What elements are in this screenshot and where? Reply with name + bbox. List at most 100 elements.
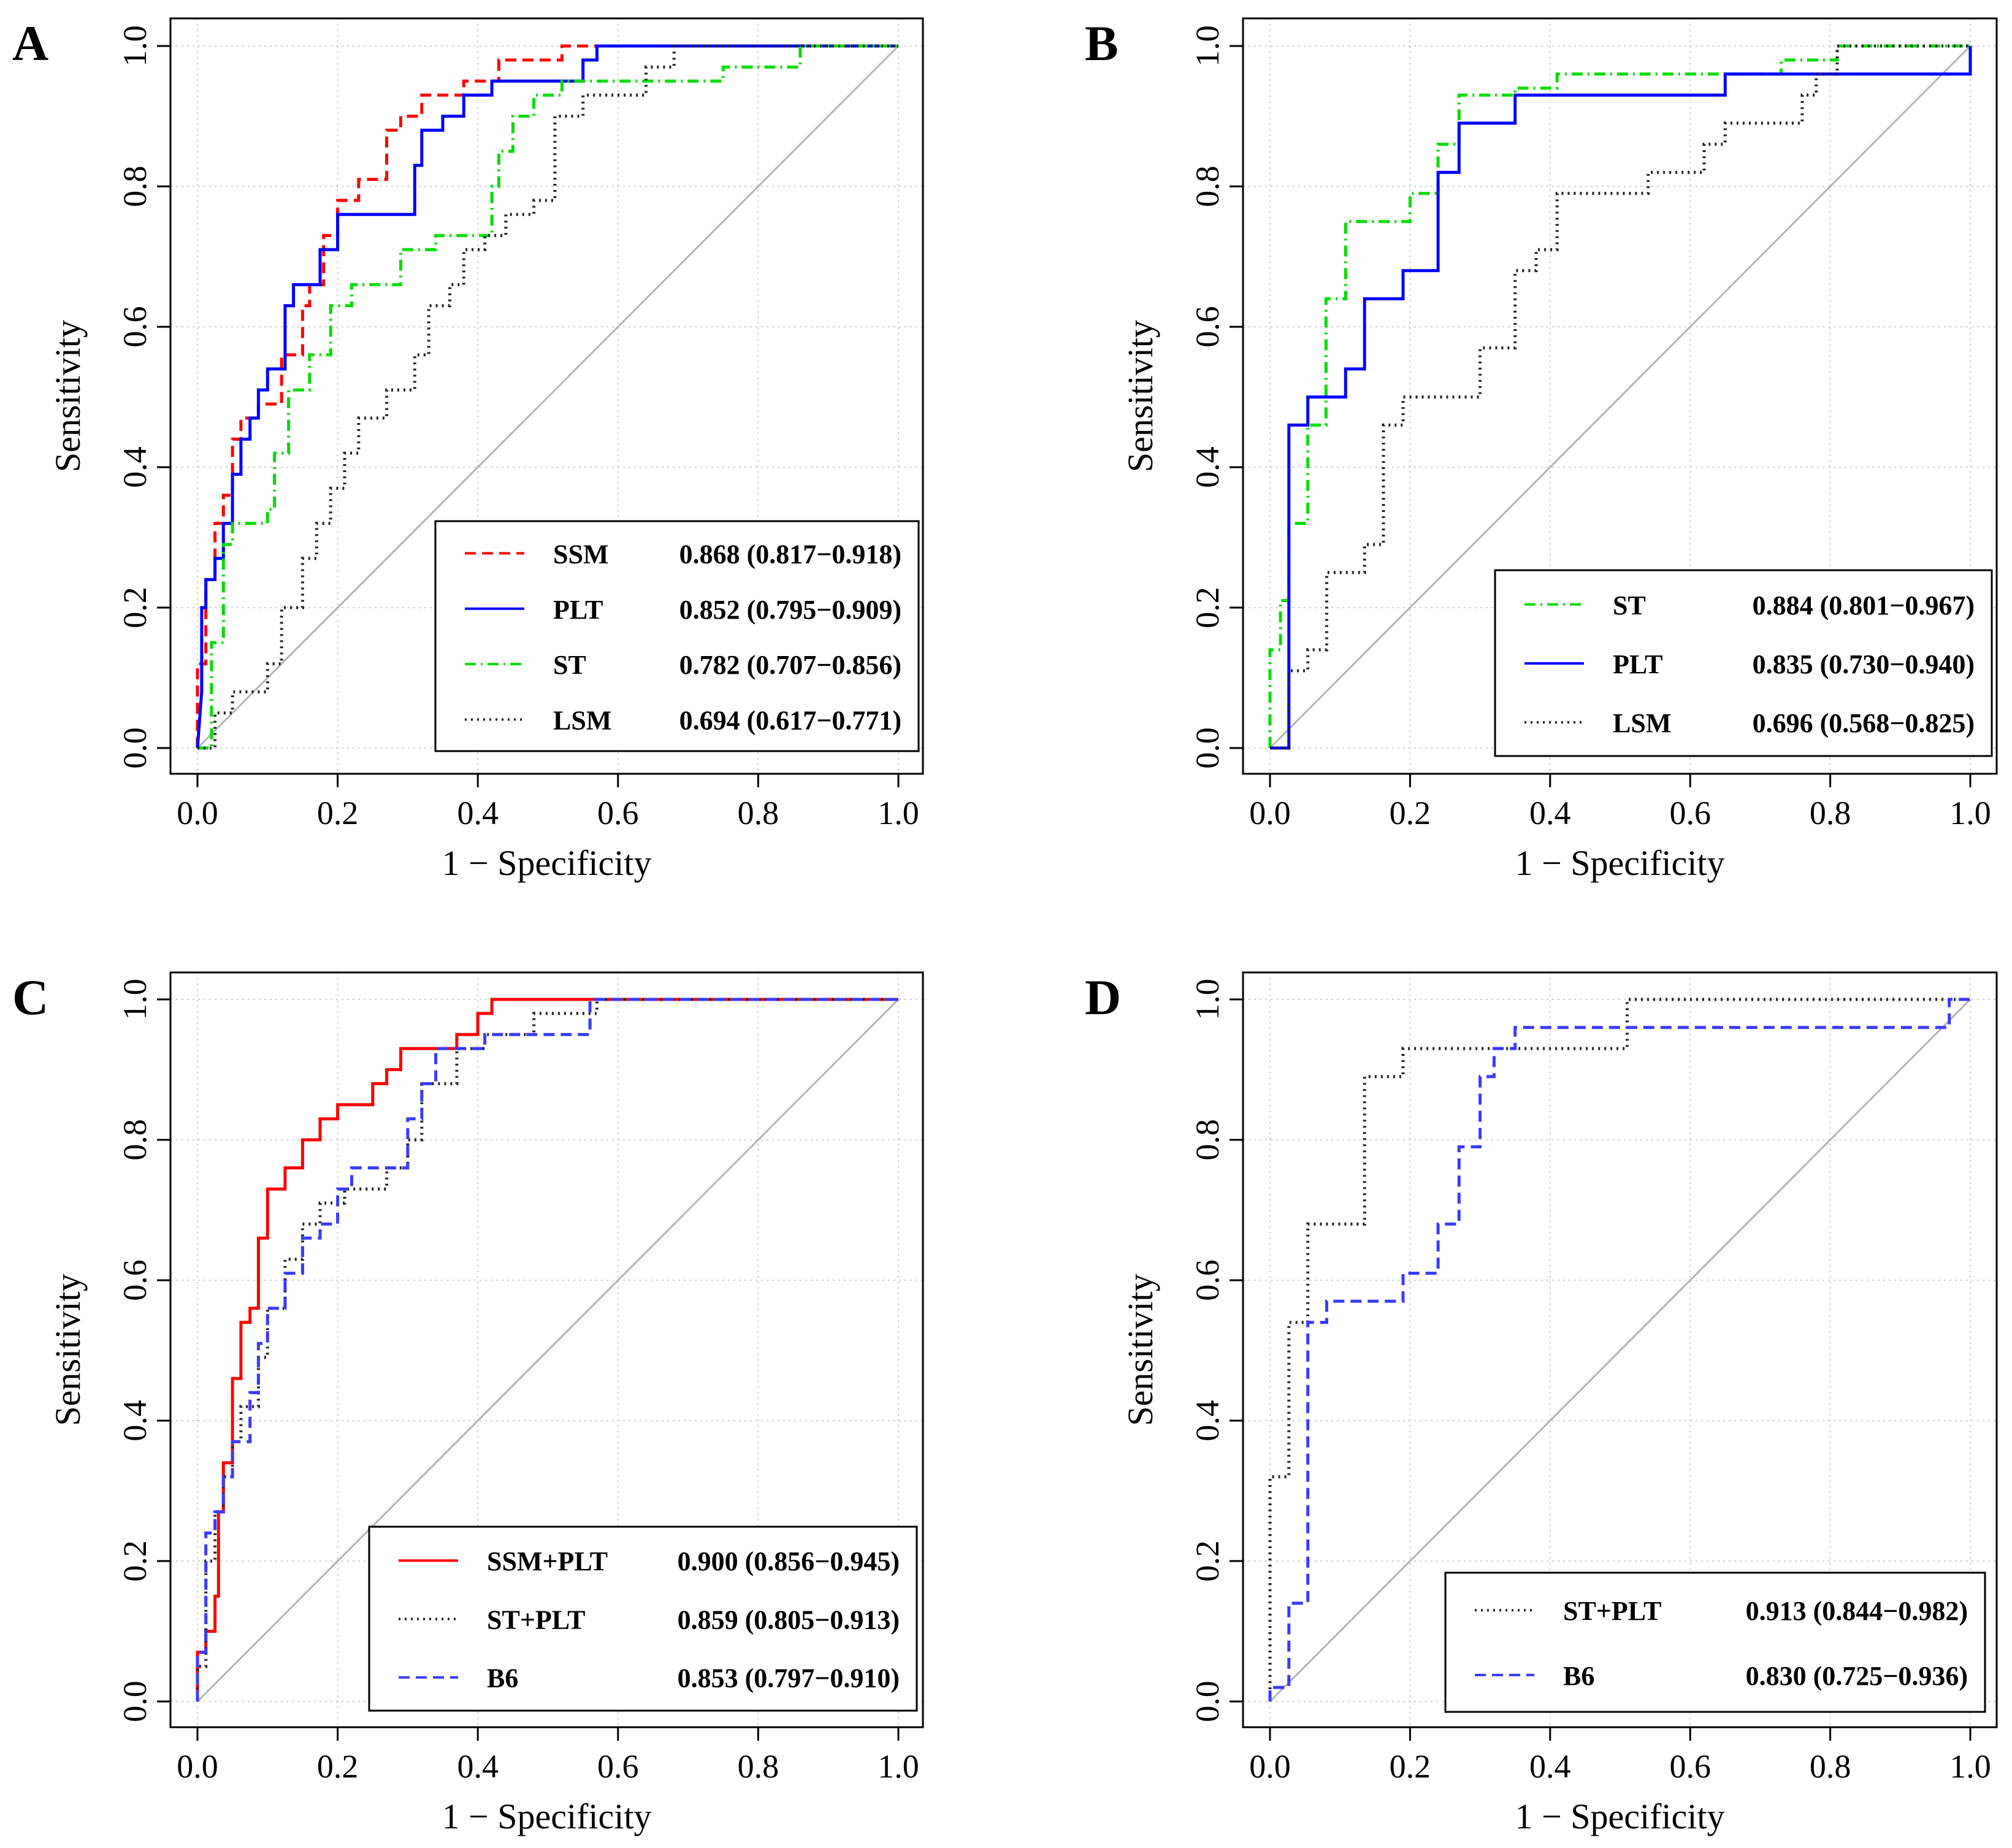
reference-diagonal (196, 998, 900, 1703)
panel-label: D (1085, 969, 1121, 1025)
x-tick-label: 0.8 (738, 795, 779, 831)
y-tick-label: 0.2 (1189, 587, 1226, 628)
roc-curve-ssm-plt (196, 998, 898, 1701)
legend: SSM+PLT 0.900 (0.856−0.945) ST+PLT 0.859 (0… (368, 1525, 918, 1712)
y-tick-label: 0.8 (1189, 1119, 1226, 1161)
x-tick-label: 0.6 (597, 795, 639, 831)
legend-auc: 0.696 (0.568−0.825) (1753, 708, 1975, 738)
panel-d: 0.0 0.2 0.4 0.6 0.8 1.0 0.0 0.2 0.4 0.6 0.8 1.0 1 − … (1085, 969, 1998, 1836)
legend-auc: 0.853 (0.797−0.910) (678, 1663, 900, 1693)
panel-label: A (12, 15, 48, 71)
reference-diagonal (1269, 998, 1972, 1703)
legend-auc: 0.782 (0.707−0.856) (679, 650, 901, 680)
legend-auc: 0.900 (0.856−0.945) (678, 1546, 900, 1576)
y-tick-label: 1.0 (117, 979, 153, 1020)
y-tick-label: 0.0 (117, 1681, 153, 1722)
x-tick-label: 0.2 (1390, 1748, 1431, 1785)
y-tick-label: 0.2 (117, 587, 153, 628)
legend-series-name: SSM (553, 539, 608, 569)
y-tick-label: 0.6 (117, 1259, 153, 1301)
y-tick-label: 0.8 (1189, 166, 1226, 207)
legend-series-name: ST (1613, 590, 1646, 620)
y-tick-label: 0.0 (117, 727, 153, 769)
legend-box (1444, 1571, 1986, 1713)
x-tick-label: 0.4 (1529, 1748, 1571, 1785)
legend-series-name: ST+PLT (487, 1605, 585, 1635)
x-axis-title: 1 − Specificity (442, 843, 652, 883)
y-tick-label: 0.4 (1189, 446, 1226, 488)
legend-series-name: ST (553, 650, 586, 680)
x-tick-label: 0.2 (317, 1748, 359, 1785)
plot-frame (169, 17, 924, 775)
x-tick-label: 1.0 (1949, 1748, 1991, 1785)
x-tick-label: 0.4 (457, 795, 499, 831)
y-axis-title: Sensitivity (48, 1273, 88, 1426)
y-tick-label: 0.2 (117, 1540, 153, 1582)
legend: ST 0.884 (0.801−0.967) PLT 0.835 (0.730−0.9… (1494, 569, 1993, 757)
x-tick-label: 1.0 (878, 1748, 919, 1785)
legend-auc: 0.835 (0.730−0.940) (1753, 649, 1975, 679)
x-tick-label: 0.4 (457, 1748, 499, 1785)
panel-a: 0.0 0.2 0.4 0.6 0.8 1.0 0.0 0.2 0.4 0.6 0.8 1.0 1 − … (12, 15, 924, 883)
reference-diagonal (1269, 45, 1972, 749)
plot-frame (169, 971, 924, 1728)
y-tick-label: 1.0 (1189, 979, 1226, 1020)
x-tick-label: 1.0 (878, 795, 919, 831)
legend-auc: 0.694 (0.617−0.771) (679, 705, 901, 735)
legend-series-name: PLT (1613, 649, 1663, 679)
panel-label: B (1085, 15, 1119, 71)
x-tick-label: 0.6 (1669, 795, 1711, 831)
y-tick-label: 0.4 (117, 1400, 153, 1441)
x-tick-label: 0.2 (1390, 795, 1431, 831)
legend-series-name: ST+PLT (1563, 1596, 1661, 1626)
x-tick-label: 0.2 (317, 795, 359, 831)
legend-series-name: LSM (1613, 708, 1671, 738)
panel-b: 0.0 0.2 0.4 0.6 0.8 1.0 0.0 0.2 0.4 0.6 0.8 1.0 1 − … (1085, 15, 1998, 883)
roc-curve-b6 (196, 998, 898, 1701)
legend-series-name: LSM (553, 705, 611, 735)
reference-diagonal (196, 45, 900, 749)
x-tick-label: 0.0 (177, 795, 218, 831)
plot-frame (1242, 971, 1998, 1728)
x-tick-label: 1.0 (1949, 795, 1991, 831)
legend-auc: 0.859 (0.805−0.913) (678, 1605, 900, 1635)
y-tick-label: 0.6 (1189, 306, 1226, 348)
y-tick-label: 1.0 (117, 25, 153, 67)
legend-auc: 0.884 (0.801−0.967) (1753, 590, 1975, 620)
legend-auc: 0.868 (0.817−0.918) (679, 539, 901, 569)
legend-series-name: PLT (553, 595, 603, 625)
y-axis-title: Sensitivity (48, 320, 88, 472)
legend-box (434, 520, 920, 752)
x-tick-label: 0.8 (1810, 1748, 1851, 1785)
x-tick-label: 0.8 (738, 1748, 779, 1785)
panel-label: C (12, 969, 48, 1025)
roc-curve-plt (1270, 46, 1972, 750)
y-tick-label: 0.8 (117, 1119, 153, 1161)
y-tick-label: 1.0 (1189, 25, 1226, 67)
y-axis-title: Sensitivity (1120, 1273, 1160, 1426)
y-tick-label: 0.6 (1189, 1259, 1226, 1301)
y-tick-label: 0.8 (117, 166, 153, 207)
legend-series-name: B6 (1563, 1661, 1594, 1691)
roc-curve-st-plt (1268, 998, 1970, 1701)
legend-series-name: SSM+PLT (487, 1546, 608, 1576)
x-tick-label: 0.0 (1249, 1748, 1291, 1785)
x-axis-title: 1 − Specificity (1515, 843, 1725, 883)
roc-curve-st (197, 44, 898, 750)
legend-auc: 0.852 (0.795−0.909) (679, 595, 901, 625)
y-axis-title: Sensitivity (1120, 320, 1160, 472)
roc-curve-ssm (196, 44, 898, 748)
legend-auc: 0.913 (0.844−0.982) (1746, 1596, 1968, 1626)
x-axis-title: 1 − Specificity (1515, 1796, 1725, 1836)
x-tick-label: 0.6 (597, 1748, 639, 1785)
x-tick-label: 0.0 (1249, 795, 1291, 831)
roc-curve-plt (196, 44, 898, 749)
x-tick-label: 0.0 (177, 1748, 218, 1785)
legend: ST+PLT 0.913 (0.844−0.982) B6 0.830 (0.725−… (1444, 1571, 1986, 1713)
y-tick-label: 0.0 (1189, 1681, 1226, 1722)
x-tick-label: 0.4 (1529, 795, 1571, 831)
roc-curve-b6 (1268, 998, 1970, 1701)
y-tick-label: 0.6 (117, 306, 153, 348)
x-tick-label: 0.6 (1669, 1748, 1711, 1785)
